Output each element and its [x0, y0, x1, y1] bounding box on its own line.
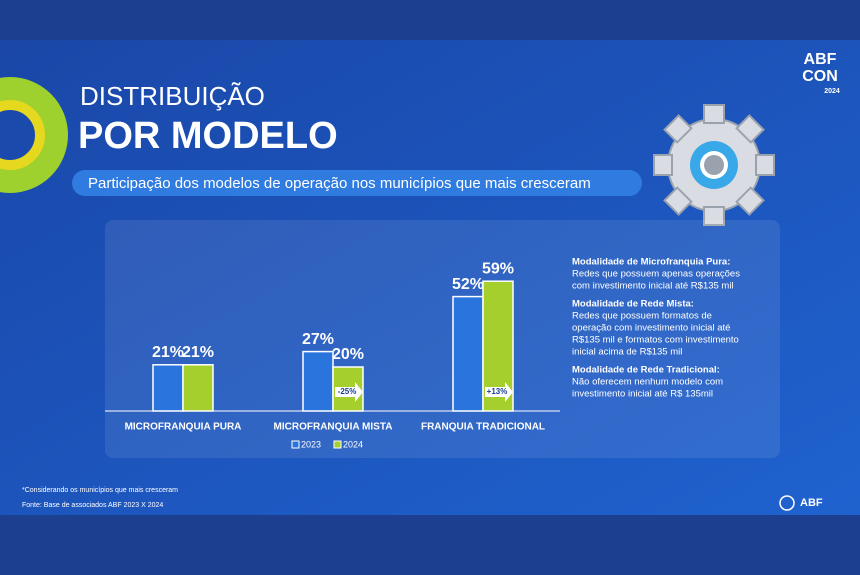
value-label: 59% — [482, 260, 514, 277]
value-label: 20% — [332, 346, 364, 363]
annotation: +13% — [487, 387, 508, 396]
note-line: Redes que possuem formatos de — [572, 311, 712, 322]
logo-icon — [779, 495, 795, 511]
legend-swatch — [291, 440, 300, 449]
logo-text: ABF — [804, 51, 837, 68]
value-label: 52% — [452, 276, 484, 293]
value-label: 21% — [182, 344, 214, 361]
note-line: Não oferecem nenhum modelo com — [572, 377, 723, 388]
legend-swatch — [333, 440, 342, 449]
swirl — [0, 100, 45, 170]
title-line2: POR MODELO — [78, 115, 338, 157]
note-title: Modalidade de Microfranquia Pura: — [572, 257, 730, 268]
footnote: Fonte: Base de associados ABF 2023 X 202… — [22, 502, 163, 509]
bar — [182, 364, 214, 412]
x-tick-label: MICROFRANQUIA MISTA — [274, 422, 393, 433]
value-label: 27% — [302, 331, 334, 348]
legend-label: 2024 — [343, 439, 363, 449]
note-title: Modalidade de Rede Tradicional: — [572, 365, 720, 376]
title-line1: DISTRIBUIÇÃO — [80, 81, 265, 111]
value-label: 21% — [152, 344, 184, 361]
note-line: com investimento inicial até R$135 mil — [572, 281, 734, 292]
subtitle-pill — [72, 170, 642, 196]
logo-text: CON — [802, 68, 838, 85]
note-line: Redes que possuem apenas operações — [572, 269, 740, 280]
bar — [302, 350, 334, 412]
gear — [653, 104, 775, 226]
note-line: inicial acima de R$135 mil — [572, 347, 682, 358]
footnote: *Considerando os municípios que mais cre… — [22, 487, 178, 494]
x-tick-label: MICROFRANQUIA PURA — [125, 422, 242, 433]
subtitle: Participação dos modelos de operação nos… — [88, 175, 591, 192]
note-line: operação com investimento inicial até — [572, 323, 730, 334]
swirl — [0, 77, 68, 193]
bar — [452, 295, 484, 412]
logo-bottom: ABF — [800, 497, 823, 509]
logo-year: 2024 — [824, 88, 840, 95]
x-tick-label: FRANQUIA TRADICIONAL — [421, 422, 545, 433]
bar — [152, 364, 184, 412]
annotation-arrow — [485, 382, 513, 402]
annotation: -25% — [338, 387, 357, 396]
chart-panel — [105, 220, 780, 458]
legend-label: 2023 — [301, 439, 321, 449]
annotation-arrow — [335, 382, 363, 402]
note-title: Modalidade de Rede Mista: — [572, 299, 694, 310]
note-line: investimento inicial até R$ 135mil — [572, 389, 713, 400]
note-line: R$135 mil e formatos com investimento — [572, 335, 739, 346]
